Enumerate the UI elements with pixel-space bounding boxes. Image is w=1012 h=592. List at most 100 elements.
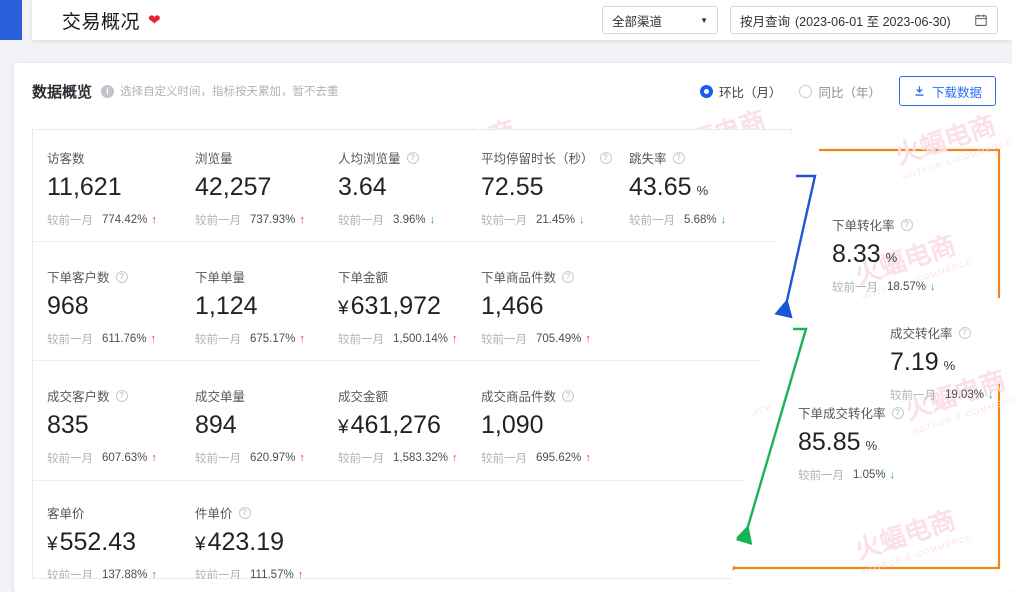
metric-paid-items: 成交商品件数? 1,090 较前一月 695.62% ↑	[481, 386, 591, 466]
radio-month-over-month[interactable]: 环比（月）	[699, 82, 782, 101]
metric-paid-customers: 成交客户数? 835 较前一月 607.63% ↑	[47, 386, 157, 466]
metric-customer-unit-price: 客单价 ¥552.43 较前一月 137.88% ↑	[47, 503, 157, 581]
download-icon	[915, 85, 924, 96]
compare-label: 较前一月	[481, 215, 527, 227]
metric-label: 下单金额	[338, 271, 389, 285]
metric-label: 下单商品件数	[481, 271, 557, 285]
compare-value: 137.88%	[102, 569, 148, 581]
metric-label: 件单价	[195, 507, 233, 521]
metric-bounce-rate: 跳失率? 43.65% 较前一月 5.68% ↓	[629, 148, 726, 228]
help-icon[interactable]: ?	[115, 389, 128, 402]
metric-value: 1,466	[481, 292, 544, 320]
compare-value: 5.68%	[684, 214, 717, 226]
metric-row-transactions: 成交客户数? 835 较前一月 607.63% ↑ 成交单量 894 较前一月 620…	[33, 361, 791, 481]
section-hint: 选择自定义时间，指标按天累加，暂不去重	[120, 86, 339, 98]
metric-label: 下单单量	[195, 271, 246, 285]
metric-value: 11,621	[47, 173, 122, 201]
metric-visitors: 访客数 11,621 较前一月 774.42% ↑	[47, 148, 157, 228]
heart-icon[interactable]: ❤	[148, 11, 161, 29]
compare-value: 695.62%	[536, 452, 582, 464]
metric-value: 3.64	[338, 173, 387, 201]
currency-symbol: ¥	[47, 534, 58, 555]
date-picker-label: 按月查询	[740, 14, 791, 29]
help-icon[interactable]: ?	[891, 406, 904, 419]
conversion-paid-rate: 成交转化率? 7.19% 较前一月 19.03% ↓	[890, 323, 994, 403]
arrow-up-icon: ↑	[299, 452, 305, 464]
metric-value: 552.43	[59, 528, 137, 556]
arrow-down-icon: ↓	[930, 281, 936, 293]
data-overview-card: 火蝠电商 HOTFOR E-COMMERCE 火蝠电商 HOTFOR E-COMME…	[14, 63, 1012, 592]
metric-label: 跳失率	[629, 152, 667, 166]
left-nav-rail	[0, 0, 22, 40]
compare-label: 较前一月	[338, 334, 384, 346]
metric-label: 访客数	[47, 152, 85, 166]
header-controls: 全部渠道 ▼ 按月查询 (2023-06-01 至 2023-06-30)	[602, 6, 1012, 34]
metric-value: 968	[47, 292, 89, 320]
arrow-up-icon: ↑	[299, 333, 305, 345]
metric-value: 8.33	[832, 240, 881, 268]
compare-value: 675.17%	[250, 333, 296, 345]
date-picker-range: (2023-06-01 至 2023-06-30)	[795, 14, 951, 29]
channel-select[interactable]: 全部渠道 ▼	[602, 6, 718, 34]
metric-label: 客单价	[47, 507, 85, 521]
metric-order-amount: 下单金额 ¥631,972 较前一月 1,500.14% ↑	[338, 267, 458, 347]
help-icon[interactable]: ?	[406, 151, 419, 164]
compare-value: 1,583.32%	[393, 452, 448, 464]
help-icon[interactable]: ?	[599, 151, 612, 164]
help-icon[interactable]: ?	[238, 506, 251, 519]
compare-label: 较前一月	[47, 453, 93, 465]
compare-label: 较前一月	[338, 453, 384, 465]
metric-unit: %	[943, 358, 956, 373]
compare-label: 较前一月	[890, 390, 936, 402]
compare-value: 620.97%	[250, 452, 296, 464]
arrow-up-icon: ↑	[452, 452, 458, 464]
info-icon[interactable]: i	[101, 84, 115, 98]
metric-avg-stay-duration: 平均停留时长（秒）? 72.55 较前一月 21.45% ↓	[481, 148, 612, 228]
arrow-down-icon: ↓	[988, 389, 994, 401]
currency-symbol: ¥	[195, 534, 206, 555]
metric-order-items: 下单商品件数? 1,466 较前一月 705.49% ↑	[481, 267, 591, 347]
channel-select-value: 全部渠道	[612, 14, 663, 29]
metric-unit: %	[865, 438, 878, 453]
metric-value: 894	[195, 411, 237, 439]
metric-label: 浏览量	[195, 152, 233, 166]
metric-order-count: 下单单量 1,124 较前一月 675.17% ↑	[195, 267, 305, 347]
date-range-picker[interactable]: 按月查询 (2023-06-01 至 2023-06-30)	[730, 6, 998, 34]
help-icon[interactable]: ?	[562, 270, 575, 283]
download-data-button[interactable]: 下载数据	[898, 76, 996, 106]
radio-label: 环比（月）	[718, 85, 782, 100]
metric-unit: %	[696, 183, 709, 198]
metric-label: 成交转化率	[890, 327, 953, 341]
help-icon[interactable]: ?	[115, 270, 128, 283]
compare-label: 较前一月	[338, 215, 384, 227]
metric-label: 下单客户数	[47, 271, 110, 285]
compare-label: 较前一月	[481, 334, 527, 346]
metric-value: 7.19	[890, 348, 939, 376]
help-icon[interactable]: ?	[672, 151, 685, 164]
help-icon[interactable]: ?	[562, 389, 575, 402]
conversion-order-to-paid-rate: 下单成交转化率? 85.85% 较前一月 1.05% ↓	[798, 403, 904, 483]
arrow-up-icon: ↑	[151, 452, 157, 464]
help-icon[interactable]: ?	[900, 218, 913, 231]
arrow-down-icon: ↓	[889, 469, 896, 481]
compare-label: 较前一月	[481, 453, 527, 465]
compare-value: 1.05%	[853, 469, 886, 481]
compare-value: 21.45%	[536, 214, 576, 226]
compare-label: 较前一月	[195, 453, 241, 465]
compare-value: 611.76%	[102, 333, 147, 345]
radio-year-over-year[interactable]: 同比（年）	[799, 82, 881, 101]
metric-label: 下单成交转化率	[798, 407, 886, 421]
arrow-down-icon: ↓	[579, 214, 585, 226]
metric-pageviews-per-visitor: 人均浏览量? 3.64 较前一月 3.96% ↓	[338, 148, 435, 228]
arrow-down-icon: ↓	[720, 214, 727, 226]
metric-value: 42,257	[195, 173, 272, 201]
compare-value: 705.49%	[536, 333, 582, 345]
metric-paid-orders: 成交单量 894 较前一月 620.97% ↑	[195, 386, 305, 466]
section-header: 数据概览 i 选择自定义时间，指标按天累加，暂不去重 环比（月） 同比（年）	[14, 63, 1012, 119]
help-icon[interactable]: ?	[958, 326, 971, 339]
compare-value: 774.42%	[102, 214, 148, 226]
metric-label: 成交单量	[195, 390, 246, 404]
metric-value: 1,090	[481, 411, 544, 439]
compare-value: 1,500.14%	[393, 333, 448, 345]
compare-value: 607.63%	[102, 452, 148, 464]
